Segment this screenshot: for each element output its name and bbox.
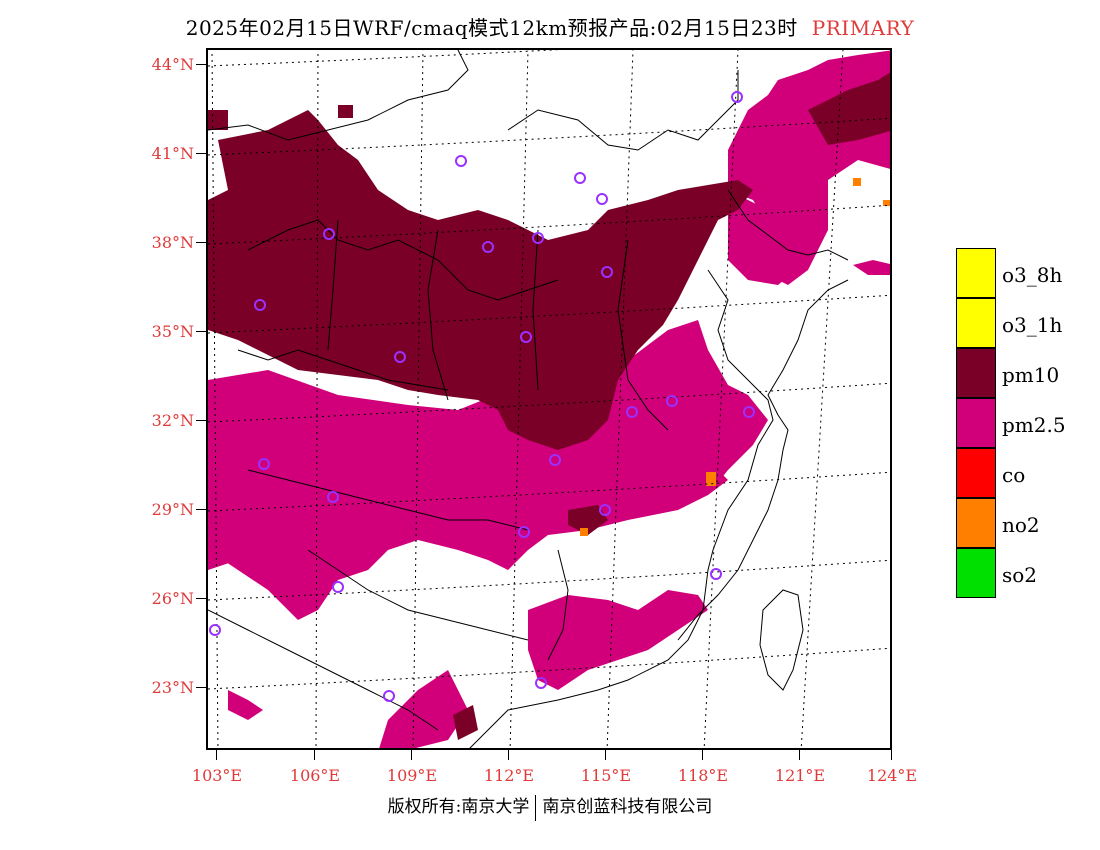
- axis-tick: [605, 750, 606, 760]
- no2-region: [580, 178, 890, 536]
- axis-tick: [196, 509, 206, 510]
- footer-right: 南京创蓝科技有限公司: [542, 797, 713, 817]
- station-markers: [209, 91, 755, 702]
- station-marker: [394, 351, 406, 363]
- station-marker: [666, 395, 678, 407]
- lat-label: 44°N: [151, 55, 194, 74]
- station-marker: [574, 172, 586, 184]
- station-marker: [532, 232, 544, 244]
- legend: [956, 248, 996, 598]
- legend-swatch-no2: [956, 498, 996, 548]
- footer-divider: [535, 794, 537, 821]
- station-marker: [626, 406, 638, 418]
- station-marker: [482, 241, 494, 253]
- axis-tick: [196, 153, 206, 154]
- lat-label: 26°N: [151, 589, 194, 608]
- legend-label-co: co: [1002, 463, 1026, 487]
- station-marker: [710, 568, 722, 580]
- axis-tick: [196, 420, 206, 421]
- axis-tick: [196, 64, 206, 65]
- station-marker: [549, 454, 561, 466]
- station-marker: [601, 266, 613, 278]
- station-marker: [535, 677, 547, 689]
- legend-swatch-so2: [956, 548, 996, 598]
- station-marker: [254, 299, 266, 311]
- station-marker: [323, 228, 335, 240]
- legend-label-pm10: pm10: [1002, 363, 1060, 387]
- station-marker: [332, 581, 344, 593]
- axis-tick: [196, 331, 206, 332]
- lat-label: 32°N: [151, 411, 194, 430]
- lat-label: 29°N: [151, 500, 194, 519]
- legend-label-so2: so2: [1002, 563, 1038, 587]
- axis-tick: [314, 750, 315, 760]
- axis-tick: [216, 750, 217, 760]
- lon-label: 106°E: [289, 766, 341, 785]
- axis-tick: [196, 687, 206, 688]
- lon-label: 112°E: [483, 766, 535, 785]
- station-marker: [599, 504, 611, 516]
- station-marker: [518, 526, 530, 538]
- coastline: [677, 279, 849, 641]
- map-title: 2025年02月15日WRF/cmaq模式12km预报产品:02月15日23时 P…: [0, 12, 1100, 41]
- lat-label: 23°N: [151, 678, 194, 697]
- legend-label-o3-8h: o3_8h: [1002, 263, 1063, 287]
- pm25-region: [208, 50, 890, 748]
- axis-tick: [508, 750, 509, 760]
- lat-label: 35°N: [151, 322, 194, 341]
- axis-tick: [702, 750, 703, 760]
- lat-label: 38°N: [151, 233, 194, 252]
- legend-label-o3-1h: o3_1h: [1002, 313, 1063, 337]
- station-marker: [520, 331, 532, 343]
- legend-swatch-o3-8h: [956, 248, 996, 298]
- taiwan-outline: [759, 589, 804, 691]
- title-main: 2025年02月15日WRF/cmaq模式12km预报产品:02月15日23时: [185, 16, 798, 40]
- axis-tick: [196, 598, 206, 599]
- legend-swatch-pm25: [956, 398, 996, 448]
- axis-tick: [411, 750, 412, 760]
- station-marker: [209, 624, 221, 636]
- lat-label: 41°N: [151, 144, 194, 163]
- station-marker: [383, 690, 395, 702]
- legend-swatch-o3-1h: [956, 298, 996, 348]
- axis-tick: [799, 750, 800, 760]
- title-tag: PRIMARY: [811, 16, 915, 40]
- lon-label: 124°E: [866, 766, 918, 785]
- station-marker: [455, 155, 467, 167]
- footer-left: 版权所有:南京大学: [387, 797, 530, 817]
- province-boundaries: [208, 50, 849, 748]
- station-marker: [731, 91, 743, 103]
- legend-label-pm25: pm2.5: [1002, 413, 1066, 437]
- lon-label: 109°E: [386, 766, 438, 785]
- lon-label: 103°E: [191, 766, 243, 785]
- axis-tick: [196, 242, 206, 243]
- station-marker: [596, 193, 608, 205]
- legend-swatch-pm10: [956, 348, 996, 398]
- station-marker: [743, 406, 755, 418]
- legend-label-no2: no2: [1002, 513, 1040, 537]
- map-canvas: [208, 50, 890, 748]
- legend-swatch-co: [956, 448, 996, 498]
- lon-label: 118°E: [677, 766, 729, 785]
- lon-label: 121°E: [774, 766, 826, 785]
- copyright-footer: 版权所有:南京大学 南京创蓝科技有限公司: [0, 792, 1100, 821]
- lon-label: 115°E: [580, 766, 632, 785]
- station-marker: [258, 458, 270, 470]
- pollution-map[interactable]: [206, 48, 892, 750]
- axis-tick: [891, 750, 892, 760]
- station-marker: [327, 491, 339, 503]
